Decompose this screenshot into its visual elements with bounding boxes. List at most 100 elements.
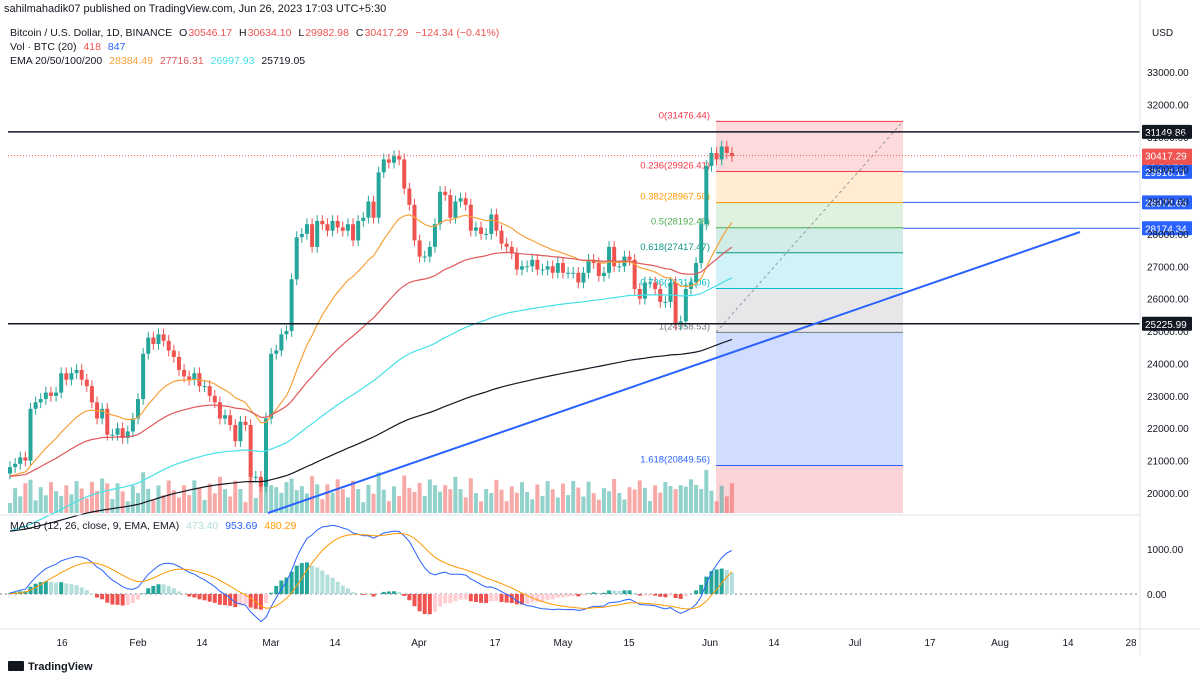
macd-histogram-bar: [43, 581, 48, 594]
candle-body: [202, 386, 207, 388]
macd-histogram-bar: [468, 594, 473, 602]
time-tick-label: 17: [924, 638, 936, 649]
candle-body: [642, 282, 647, 299]
candle-body: [489, 214, 494, 234]
tradingview-brand[interactable]: TradingView: [8, 661, 93, 673]
candle-body: [381, 159, 386, 173]
macd-histogram-bar: [110, 594, 115, 605]
price-tick-label: 28000.00: [1147, 230, 1189, 241]
macd-label[interactable]: MACD (12, 26, close, 9, EMA, EMA): [10, 520, 180, 532]
candle-body: [228, 415, 233, 425]
symbol-name[interactable]: Bitcoin / U.S. Dollar, 1D, BINANCE: [10, 27, 173, 39]
macd-histogram-bar: [202, 594, 207, 601]
candle-body: [361, 217, 366, 221]
volume-bar: [432, 485, 437, 513]
macd-signal-value: 480.29: [264, 520, 297, 532]
price-tick-label: 29000.00: [1147, 198, 1189, 209]
ema-100-value: 26997.93: [210, 55, 255, 67]
candle-body: [427, 246, 432, 257]
candle-body: [479, 227, 484, 234]
time-tick-label: 14: [329, 638, 341, 649]
candle-body: [146, 337, 151, 354]
volume-label[interactable]: Vol · BTC (20): [10, 41, 77, 53]
volume-bar: [535, 484, 540, 513]
macd-histogram-bar: [724, 570, 729, 594]
support-badge: 25225.99: [1145, 320, 1187, 331]
volume-bar: [136, 493, 140, 513]
ema-100-line: [9, 277, 733, 532]
volume-bar: [115, 483, 120, 513]
candle-body: [392, 156, 396, 163]
candle-body: [417, 240, 422, 257]
volume-bar: [417, 482, 422, 513]
candle-body: [243, 421, 248, 425]
candle-body: [724, 146, 729, 153]
volume-bar: [586, 481, 591, 513]
candle-body: [494, 214, 499, 231]
candle-body: [458, 198, 463, 202]
macd-histogram-bar: [591, 592, 596, 594]
macd-histogram-bar: [714, 569, 719, 594]
volume-bar: [48, 482, 53, 513]
macd-histogram-bar: [187, 594, 192, 597]
candle-body: [356, 220, 361, 241]
volume-bar: [171, 490, 176, 513]
volume-bar: [397, 496, 402, 513]
fib-zone: [716, 121, 903, 172]
candle-body: [274, 350, 279, 354]
macd-histogram-bar: [499, 594, 504, 603]
volume-bar: [28, 479, 33, 513]
macd-line-value: 953.69: [225, 520, 258, 532]
macd-histogram-bar: [54, 582, 59, 594]
fib-zone: [716, 252, 903, 289]
macd-histogram-bar: [473, 594, 478, 603]
macd-histogram-bar: [402, 594, 407, 596]
candle-body: [156, 334, 161, 345]
volume-bar: [530, 499, 535, 513]
candle-body: [233, 424, 238, 442]
macd-histogram-bar: [637, 594, 642, 596]
macd-histogram-bar: [233, 594, 238, 608]
volume-bar: [658, 492, 663, 513]
fib-zone: [716, 227, 903, 253]
candle-body: [217, 402, 222, 419]
candle-body: [28, 408, 33, 461]
volume-bar: [714, 501, 719, 513]
volume-bar: [458, 489, 463, 513]
volume-bar: [484, 489, 489, 513]
macd-histogram-bar: [74, 585, 79, 594]
volume-bar: [156, 485, 161, 513]
macd-signal-line: [9, 532, 733, 610]
fib-level-label: 0.382(28967.50): [640, 192, 710, 203]
macd-histogram-bar: [520, 594, 524, 605]
macd-histogram-bar: [84, 590, 89, 594]
macd-histogram-bar: [366, 594, 371, 595]
volume-bar: [33, 500, 38, 513]
candle-body: [23, 457, 28, 461]
volume-bar: [617, 493, 622, 513]
time-tick-label: 28: [1125, 638, 1137, 649]
macd-legend: MACD (12, 26, close, 9, EMA, EMA) 473.40…: [10, 520, 300, 532]
resistance-badge: 31149.86: [1145, 128, 1186, 139]
macd-histogram-bar: [335, 581, 340, 594]
publish-caption: sahilmahadik07 published on TradingView.…: [4, 3, 387, 15]
time-tick-label: 14: [768, 638, 780, 649]
volume-bar: [381, 489, 386, 513]
volume-bar: [729, 483, 734, 513]
candle-body: [187, 376, 192, 380]
candle-body: [54, 392, 59, 396]
ema-label[interactable]: EMA 20/50/100/200: [10, 55, 103, 67]
macd-histogram-bar: [120, 594, 125, 606]
resistance-badge-bg: [1142, 124, 1192, 139]
macd-histogram-bar: [141, 593, 146, 594]
volume-bar: [223, 489, 228, 513]
macd-histogram-bar: [156, 584, 161, 594]
macd-histogram-bar: [479, 594, 484, 603]
fib-0236-badge: 29916.11: [1145, 168, 1186, 179]
ema-20-line: [9, 214, 733, 477]
candle-body: [130, 418, 135, 432]
volume-bar: [304, 493, 309, 513]
candle-body: [212, 395, 217, 403]
macd-histogram-bar: [525, 594, 530, 604]
